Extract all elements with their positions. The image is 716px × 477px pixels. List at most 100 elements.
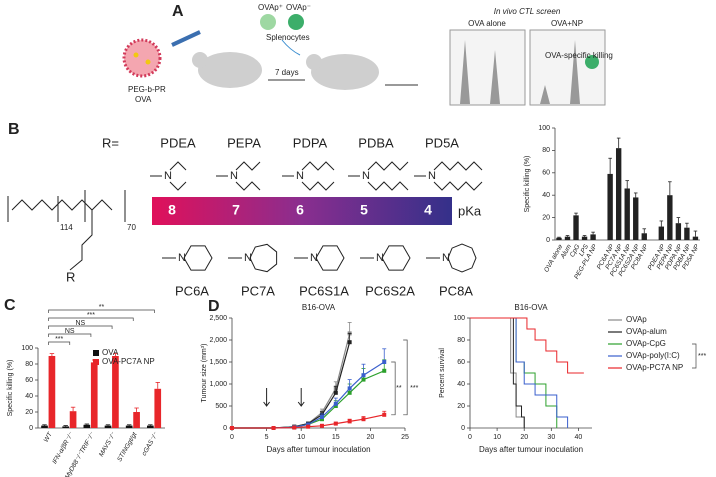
pka-gradient xyxy=(152,197,452,225)
schematic-label: OVA-specific killing xyxy=(545,51,613,60)
structure xyxy=(367,161,409,171)
subscript: 70 xyxy=(127,223,136,232)
y-tick-label: 0 xyxy=(546,237,550,244)
pka-label: pKa xyxy=(458,203,482,218)
significance-bracket xyxy=(48,317,134,321)
structure xyxy=(433,161,483,171)
survival-curve xyxy=(470,317,525,428)
legend-label: OVA-PC7A NP xyxy=(102,357,155,366)
y-axis-label: Tumour size (mm³) xyxy=(201,344,208,403)
significance-label: *** xyxy=(698,353,706,360)
bar xyxy=(133,412,140,428)
backbone xyxy=(11,199,113,211)
structure xyxy=(433,181,483,191)
line xyxy=(232,361,385,429)
structure xyxy=(235,181,261,191)
bar xyxy=(607,173,613,240)
bar xyxy=(658,226,665,240)
x-tick-label: 25 xyxy=(401,434,409,441)
schematic-label: Splenocytes xyxy=(266,33,310,42)
legend-label: OVAp-poly(I:C) xyxy=(626,351,680,360)
cell xyxy=(260,14,276,30)
mouse xyxy=(198,52,262,88)
schematic-label: PEG-b-PR xyxy=(128,85,166,94)
significance-bracket xyxy=(48,333,92,337)
atom: N xyxy=(310,252,318,264)
y-tick-label: 40 xyxy=(457,381,465,388)
bar xyxy=(62,426,70,428)
antigen-dot xyxy=(133,52,139,58)
atom: N xyxy=(442,252,450,264)
bar xyxy=(590,234,596,240)
line xyxy=(232,333,351,429)
survival-curve xyxy=(470,317,584,374)
polymer-name: PC7A xyxy=(241,283,275,298)
polymer-name: PDBA xyxy=(358,135,394,150)
polymer-name: PDEA xyxy=(160,135,196,150)
atom: N xyxy=(164,170,172,182)
x-tick-label: IFN-α/βR⁻/⁻ xyxy=(51,431,75,465)
polymer-name: PEPA xyxy=(227,135,261,150)
atom: N xyxy=(296,170,304,182)
mouse-head xyxy=(306,54,322,70)
structure xyxy=(367,181,409,191)
polymer-name: PDPA xyxy=(293,135,328,150)
schematic-label: 7 days xyxy=(275,68,299,77)
atom: N xyxy=(244,252,252,264)
y-tick-label: 500 xyxy=(215,403,227,410)
subscript: 114 xyxy=(60,223,73,232)
atom: N xyxy=(178,252,186,264)
pka-value: 4 xyxy=(424,202,432,218)
side-chain xyxy=(69,210,93,271)
bar xyxy=(41,425,48,428)
x-tick-label: 10 xyxy=(493,434,501,441)
atom: N xyxy=(376,252,384,264)
bar xyxy=(564,236,571,240)
y-tick-label: 40 xyxy=(542,192,550,199)
schematic-label: OVA xyxy=(135,95,152,104)
x-tick-label: 20 xyxy=(367,434,375,441)
x-tick-label: MAVS⁻/⁻ xyxy=(98,431,118,458)
pka-value: 8 xyxy=(168,202,176,218)
syringe xyxy=(171,30,201,47)
significance-bracket xyxy=(391,361,396,416)
legend-label: OVA xyxy=(102,348,119,357)
bar xyxy=(675,223,682,240)
x-tick-label: 10 xyxy=(297,434,305,441)
y-tick-label: 1,500 xyxy=(209,359,227,366)
x-tick-label: 5 xyxy=(265,434,269,441)
significance-label: *** xyxy=(87,312,95,319)
pka-value: 5 xyxy=(360,202,368,218)
significance-label: ** xyxy=(99,304,105,311)
panel-label: B xyxy=(8,121,20,138)
bar xyxy=(556,237,562,240)
atom: N xyxy=(428,170,436,182)
structure xyxy=(169,181,187,191)
significance-label: NS xyxy=(65,328,75,335)
y-tick-label: 2,500 xyxy=(209,315,227,322)
x-tick-label: 30 xyxy=(547,434,555,441)
y-tick-label: 60 xyxy=(25,377,33,384)
y-tick-label: 60 xyxy=(542,170,550,177)
cell xyxy=(288,14,304,30)
structure xyxy=(301,161,335,171)
x-tick-label: STINGgt/gt xyxy=(116,430,139,463)
survival-curve xyxy=(470,317,569,428)
atom: N xyxy=(362,170,370,182)
pka-value: 7 xyxy=(232,202,240,218)
legend-label: OVAp-alum xyxy=(626,327,667,336)
significance-bracket xyxy=(692,343,697,369)
schematic-label: OVA alone xyxy=(468,19,506,28)
bar xyxy=(624,188,630,240)
mouse xyxy=(311,54,379,90)
y-tick-label: 0 xyxy=(223,425,227,432)
bar xyxy=(633,197,639,240)
y-tick-label: 20 xyxy=(25,409,33,416)
y-tick-label: 20 xyxy=(542,214,550,221)
schematic-label: OVAp⁻ xyxy=(286,3,311,12)
significance-label: ** xyxy=(396,385,402,392)
injection-arrow xyxy=(263,388,270,407)
legend-swatch xyxy=(93,350,99,356)
bar xyxy=(684,227,690,240)
